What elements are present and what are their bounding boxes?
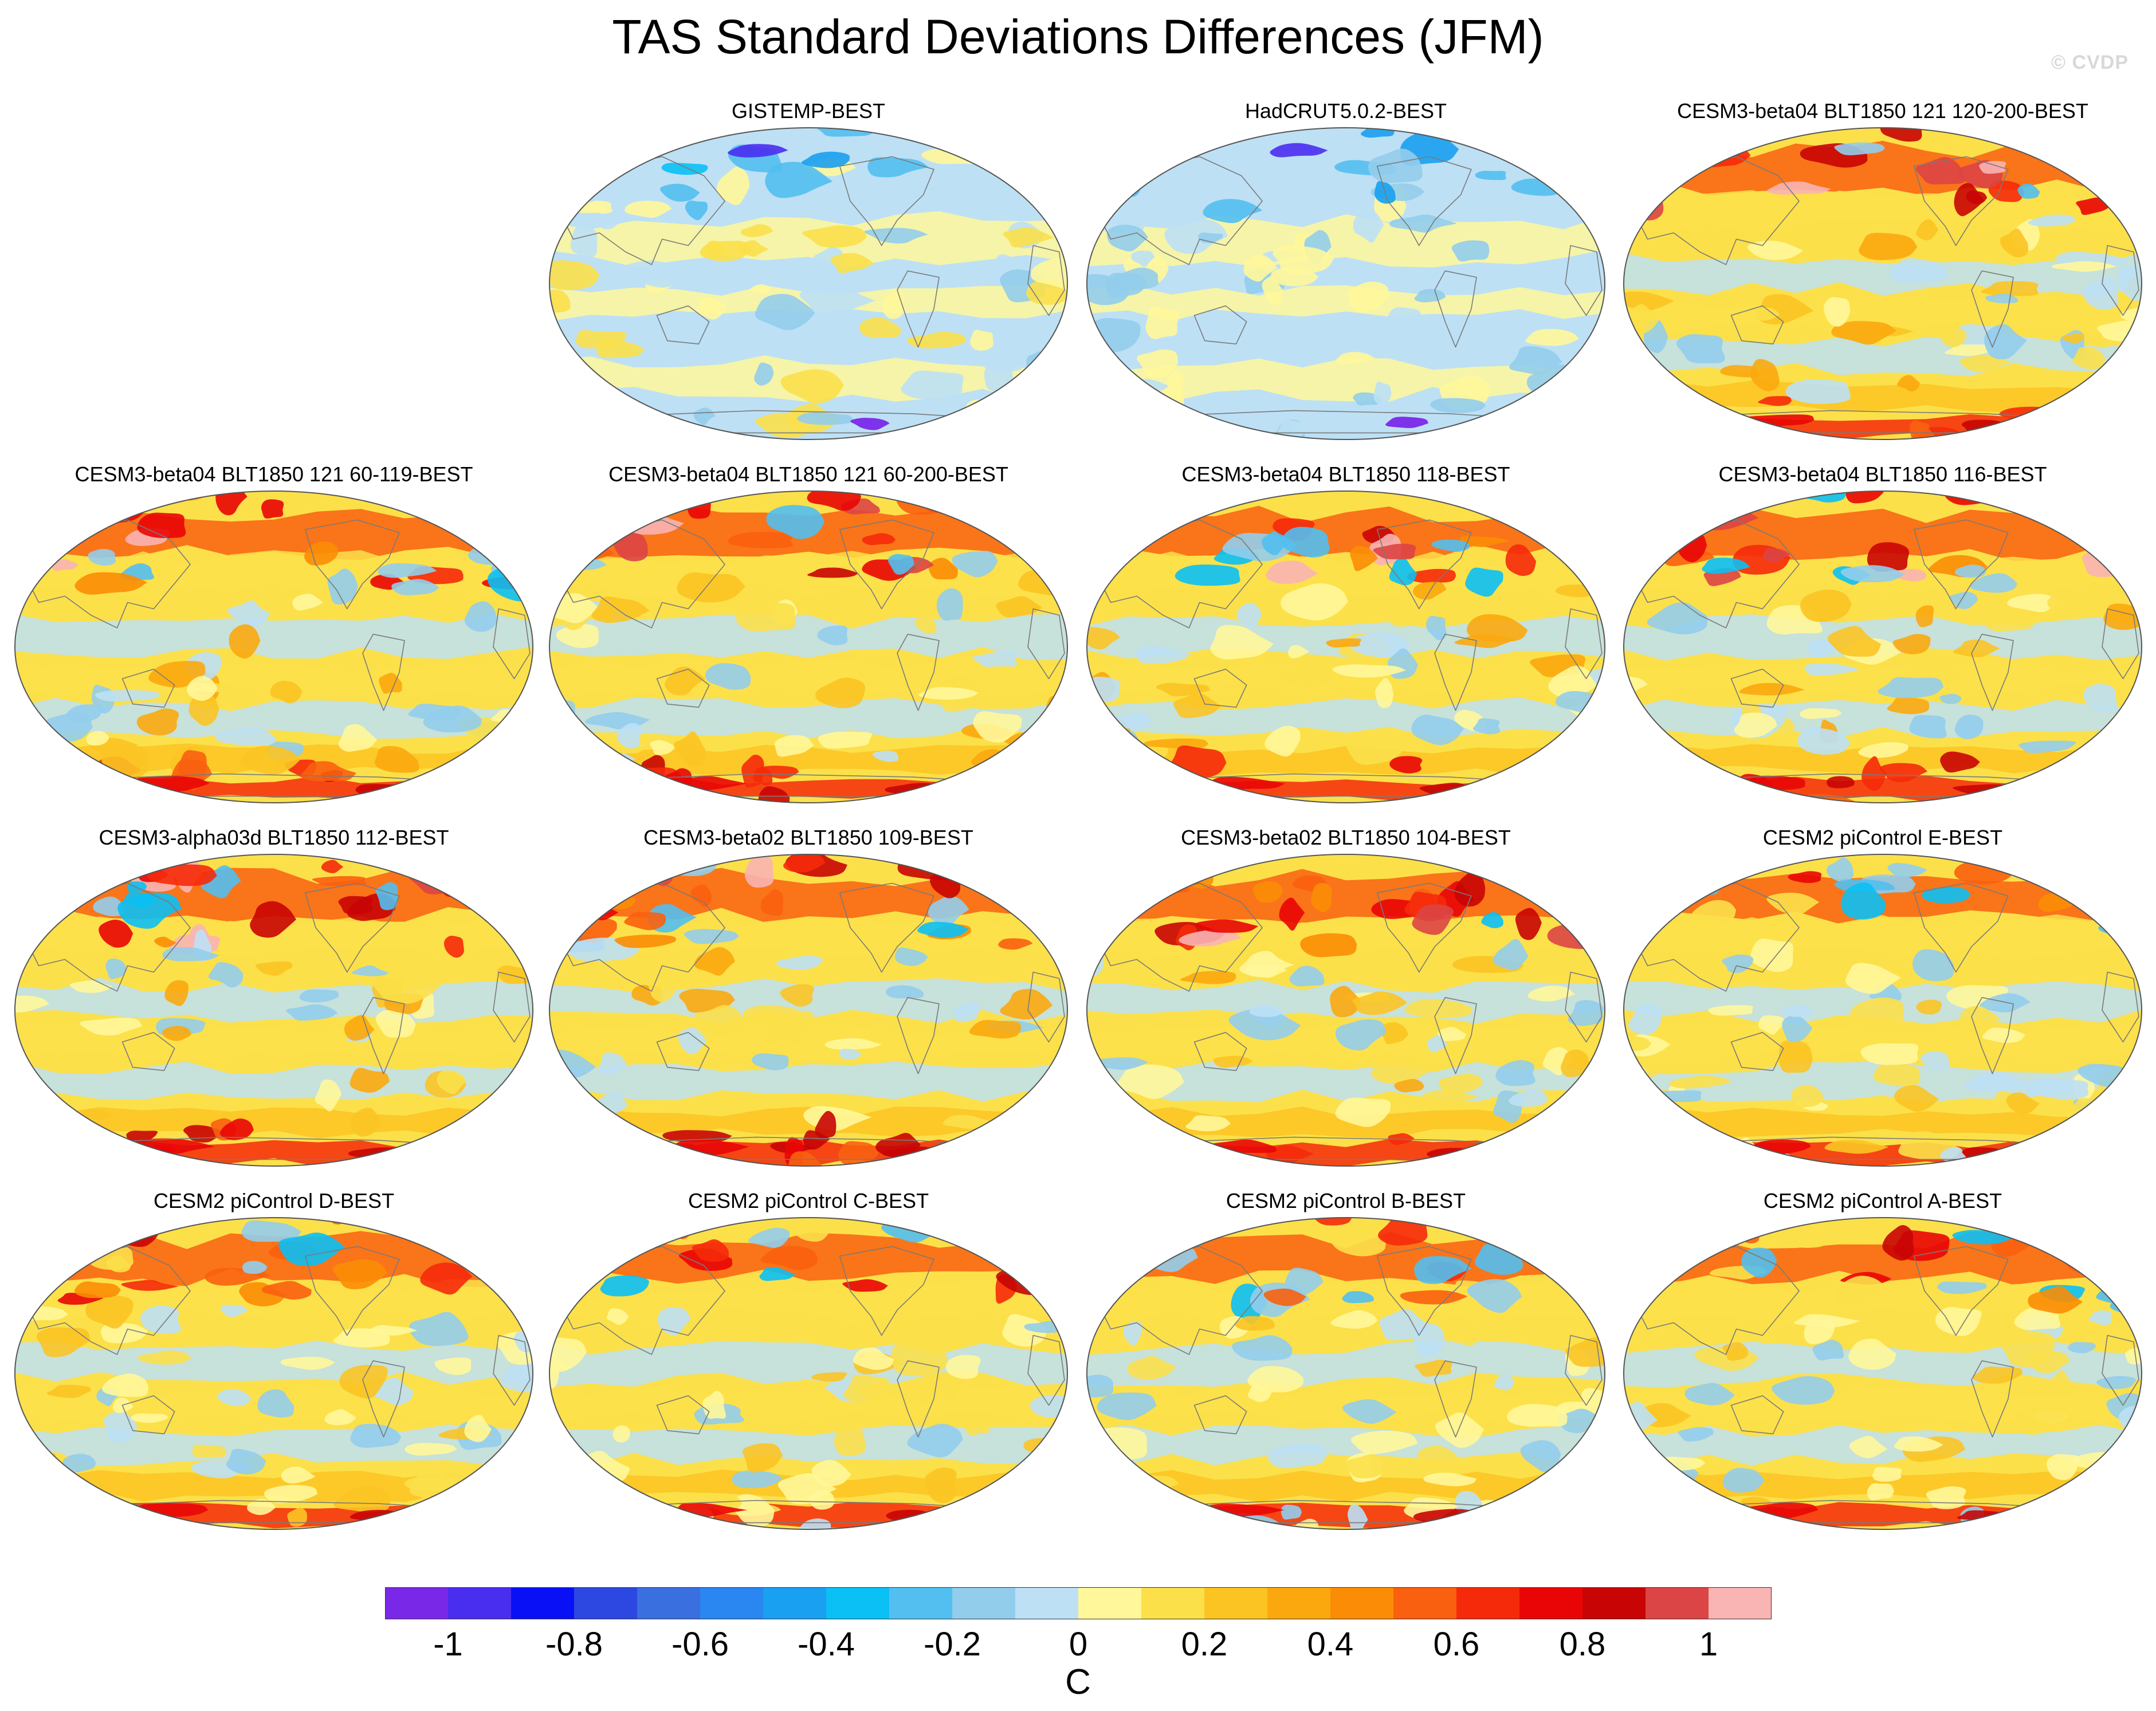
world-map [1623, 854, 2142, 1167]
map-panel: CESM3-alpha03d BLT1850 112-BEST [13, 825, 535, 1169]
colorbar-tick-label: -0.6 [671, 1626, 729, 1663]
colorbar-swatch [1582, 1587, 1646, 1619]
colorbar-tick-label: 0.2 [1181, 1626, 1228, 1663]
figure-title: TAS Standard Deviations Differences (JFM… [612, 10, 1544, 64]
colorbar-swatch [1330, 1587, 1394, 1619]
colorbar [385, 1587, 1772, 1619]
colorbar-swatch [1078, 1587, 1142, 1619]
colorbar-ticks: -1 -0.8 -0.6 -0.4 -0.2 0 0.2 0.4 0.6 0.8 1 [0, 1624, 2156, 1670]
panel-title: CESM3-beta02 BLT1850 104-BEST [1181, 826, 1511, 849]
world-map [14, 854, 533, 1167]
colorbar-swatch [511, 1587, 575, 1619]
credit-watermark: © CVDP [2051, 52, 2128, 73]
panel-title: CESM2 piControl D-BEST [153, 1189, 395, 1212]
colorbar-swatch [385, 1587, 449, 1619]
world-map [14, 490, 533, 803]
colorbar-swatch [574, 1587, 638, 1619]
colorbar-swatch [952, 1587, 1016, 1619]
panel-title: CESM3-beta04 BLT1850 121 60-200-BEST [608, 462, 1008, 486]
panel-title: CESM3-beta04 BLT1850 121 120-200-BEST [1677, 99, 2088, 123]
map-panel: GISTEMP-BEST [547, 99, 1070, 442]
map-panel: CESM3-beta04 BLT1850 121 60-119-BEST [13, 462, 535, 806]
panel-title: CESM3-alpha03d BLT1850 112-BEST [99, 826, 449, 849]
colorbar-swatch [1015, 1587, 1079, 1619]
colorbar-swatch [1646, 1587, 1709, 1619]
colorbar-swatch [448, 1587, 512, 1619]
panel-title: CESM2 piControl C-BEST [688, 1189, 929, 1212]
colorbar-swatch [763, 1587, 827, 1619]
map-panel: HadCRUT5.0.2-BEST [1085, 99, 1607, 442]
colorbar-tick-label: -1 [433, 1626, 463, 1663]
colorbar-swatch [826, 1587, 890, 1619]
colorbar-tick-label: -0.2 [924, 1626, 981, 1663]
colorbar-swatch [1267, 1587, 1331, 1619]
panel-title: CESM3-beta04 BLT1850 118-BEST [1181, 462, 1510, 486]
map-panel: CESM2 piControl D-BEST [13, 1188, 535, 1532]
panel-title: CESM3-beta04 BLT1850 121 60-119-BEST [74, 462, 473, 486]
world-map [14, 1217, 533, 1530]
colorbar-tick-label: 1 [1699, 1626, 1718, 1663]
world-map [1623, 127, 2142, 440]
colorbar-tick-label: 0.4 [1307, 1626, 1354, 1663]
panel-title: GISTEMP-BEST [731, 99, 886, 123]
colorbar-unit-label: C [1065, 1662, 1091, 1702]
world-map [1086, 127, 1605, 440]
colorbar-tick-label: -0.8 [545, 1626, 603, 1663]
map-panel: CESM3-beta02 BLT1850 104-BEST [1085, 825, 1607, 1169]
world-map [549, 1217, 1068, 1530]
world-map [1623, 490, 2142, 803]
colorbar-tick-label: 0.6 [1433, 1626, 1480, 1663]
map-panel: CESM2 piControl B-BEST [1085, 1188, 1607, 1532]
world-map [549, 490, 1068, 803]
colorbar-swatch [700, 1587, 764, 1619]
map-panel: CESM3-beta04 BLT1850 118-BEST [1085, 462, 1607, 806]
panel-title: CESM2 piControl B-BEST [1226, 1189, 1466, 1212]
colorbar-swatch [637, 1587, 701, 1619]
world-map [1086, 490, 1605, 803]
world-map [549, 127, 1068, 440]
colorbar-swatch [1709, 1587, 1772, 1619]
colorbar-swatch [1519, 1587, 1583, 1619]
map-panel: CESM3-beta04 BLT1850 121 60-200-BEST [547, 462, 1070, 806]
map-panel: CESM2 piControl A-BEST [1621, 1188, 2144, 1532]
panel-title: CESM3-beta04 BLT1850 116-BEST [1718, 462, 2047, 486]
map-panel: CESM2 piControl C-BEST [547, 1188, 1070, 1532]
world-map [549, 854, 1068, 1167]
world-map [1623, 1217, 2142, 1530]
colorbar-swatch [1456, 1587, 1520, 1619]
colorbar-tick-label: 0.8 [1559, 1626, 1606, 1663]
map-panel: CESM3-beta02 BLT1850 109-BEST [547, 825, 1070, 1169]
colorbar-swatch [1204, 1587, 1268, 1619]
world-map [1086, 1217, 1605, 1530]
panel-title: CESM2 piControl A-BEST [1763, 1189, 2002, 1212]
colorbar-swatch [1141, 1587, 1205, 1619]
panel-title: CESM3-beta02 BLT1850 109-BEST [643, 826, 973, 849]
colorbar-tick-label: 0 [1069, 1626, 1088, 1663]
world-map [1086, 854, 1605, 1167]
colorbar-swatch [889, 1587, 953, 1619]
panel-title: CESM2 piControl E-BEST [1762, 826, 2003, 849]
map-panel: CESM3-beta04 BLT1850 121 120-200-BEST [1621, 99, 2144, 442]
colorbar-tick-label: -0.4 [798, 1626, 855, 1663]
map-panel: CESM3-beta04 BLT1850 116-BEST [1621, 462, 2144, 806]
panel-title: HadCRUT5.0.2-BEST [1244, 99, 1447, 123]
map-panel: CESM2 piControl E-BEST [1621, 825, 2144, 1169]
colorbar-swatch [1393, 1587, 1457, 1619]
